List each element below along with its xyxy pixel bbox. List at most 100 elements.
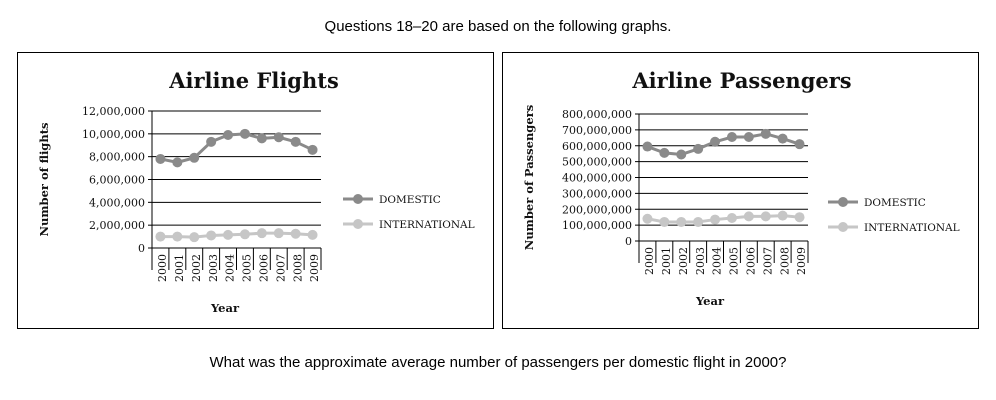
passengers-legend-marker [838,197,848,207]
passengers-point-domestic [794,139,805,150]
flights-point-international [290,228,301,239]
flights-ytick-label: 0 [138,242,145,255]
flights-xtick-label: 2006 [258,254,271,282]
flights-series-line-domestic [160,132,314,164]
passengers-legend-label: DOMESTIC [864,197,926,209]
flights-point-domestic [239,128,250,139]
passengers-title: Airline Passengers [631,68,851,93]
passengers-chart-panel: Airline Passengers Number of Passengers 0 1… [502,52,979,329]
flights-point-international [239,229,250,240]
flights-point-domestic [206,136,217,147]
passengers-legend-marker [838,222,848,232]
flights-legend-label: DOMESTIC [379,194,441,206]
flights-point-domestic [155,153,166,164]
flights-point-domestic [307,144,318,155]
passengers-point-domestic [676,149,687,160]
passengers-point-domestic [726,132,737,143]
passengers-point-domestic [710,136,721,147]
passengers-ytick-label: 300,000,000 [562,187,632,200]
flights-ytick-label: 8,000,000 [89,151,145,164]
passengers-xtick-label: 2002 [677,247,690,275]
passengers-ytick-label: 0 [625,235,632,248]
passengers-xtick-label: 2008 [778,247,791,275]
flights-point-international [206,230,217,241]
passengers-point-domestic [743,132,754,143]
passengers-point-domestic [642,141,653,152]
flights-xtick-label: 2000 [156,254,169,282]
passengers-point-international [777,210,788,221]
flights-title: Airline Flights [168,68,339,93]
passengers-point-international [794,212,805,223]
flights-ytick-label: 12,000,000 [82,105,145,118]
flights-point-domestic [273,132,284,143]
passengers-point-international [676,216,687,227]
passengers-point-international [710,214,721,225]
flights-point-international [273,228,284,239]
passengers-xtick-label: 2003 [694,247,707,275]
flights-chart-panel: Airline Flights Number of flights 0 2,000,0… [17,52,494,329]
passengers-ytick-label: 600,000,000 [562,140,632,153]
flights-ylabel: Number of flights [37,122,51,236]
flights-point-domestic [189,152,200,163]
passengers-xtick-label: 2007 [761,247,774,275]
passengers-ytick-label: 700,000,000 [562,124,632,137]
passengers-xtick-label: 2001 [660,247,673,275]
flights-xtick-label: 2008 [291,254,304,282]
passengers-ytick-label: 100,000,000 [562,219,632,232]
flights-legend-label: INTERNATIONAL [379,219,475,231]
flights-xlabel: Year [210,301,240,315]
passengers-ytick-label: 800,000,000 [562,108,632,121]
passengers-ytick-label: 200,000,000 [562,203,632,216]
flights-point-domestic [256,133,267,144]
passengers-xlabel: Year [695,294,725,308]
flights-point-international [307,229,318,240]
passengers-series-line-international [647,214,800,224]
flights-chart: Airline Flights Number of flights 0 2,000,0… [37,68,475,315]
flights-point-domestic [172,157,183,168]
flights-point-domestic [290,136,301,147]
flights-point-international [223,229,234,240]
flights-xtick-label: 2001 [173,254,186,282]
flights-xtick-label: 2004 [224,254,237,282]
intro-text: Questions 18–20 are based on the followi… [324,18,672,35]
passengers-point-international [760,211,771,222]
passengers-ytick-label: 500,000,000 [562,156,632,169]
passengers-xtick-label: 2006 [745,247,758,275]
flights-point-international [155,231,166,242]
passengers-chart: Airline Passengers Number of Passengers 0 1… [522,68,960,308]
flights-point-domestic [223,129,234,140]
flights-point-international [256,228,267,239]
flights-xtick-label: 2002 [190,254,203,282]
flights-xtick-label: 2003 [207,254,220,282]
passengers-xtick-label: 2000 [643,247,656,275]
passengers-legend-label: INTERNATIONAL [864,222,960,234]
passengers-xtick-label: 2004 [711,247,724,275]
flights-series-line-international [160,231,313,239]
flights-ytick-label: 10,000,000 [82,128,145,141]
passengers-xtick-label: 2005 [728,247,741,275]
passengers-point-international [693,216,704,227]
flights-point-international [189,232,200,243]
flights-xtick-label: 2005 [241,254,254,282]
passengers-ytick-label: 400,000,000 [562,172,632,185]
flights-legend-marker [353,219,363,229]
passengers-point-international [659,216,670,227]
flights-ytick-label: 4,000,000 [89,196,145,209]
passengers-point-domestic [693,143,704,154]
passengers-point-international [726,212,737,223]
passengers-series-line-domestic [646,132,801,156]
flights-ytick-label: 6,000,000 [89,174,145,187]
flights-xtick-label: 2007 [274,254,287,282]
flights-point-international [172,231,183,242]
question-text: What was the approximate average number … [209,354,787,371]
flights-xtick-label: 2009 [308,254,321,282]
passengers-ylabel: Number of Passengers [522,105,536,250]
passengers-point-domestic [659,147,670,158]
flights-legend-marker [353,194,363,204]
passengers-point-international [642,213,653,224]
passengers-point-international [743,211,754,222]
passengers-xtick-label: 2009 [795,247,808,275]
passengers-point-domestic [760,128,771,139]
flights-ytick-label: 2,000,000 [89,219,145,232]
passengers-point-domestic [777,133,788,144]
